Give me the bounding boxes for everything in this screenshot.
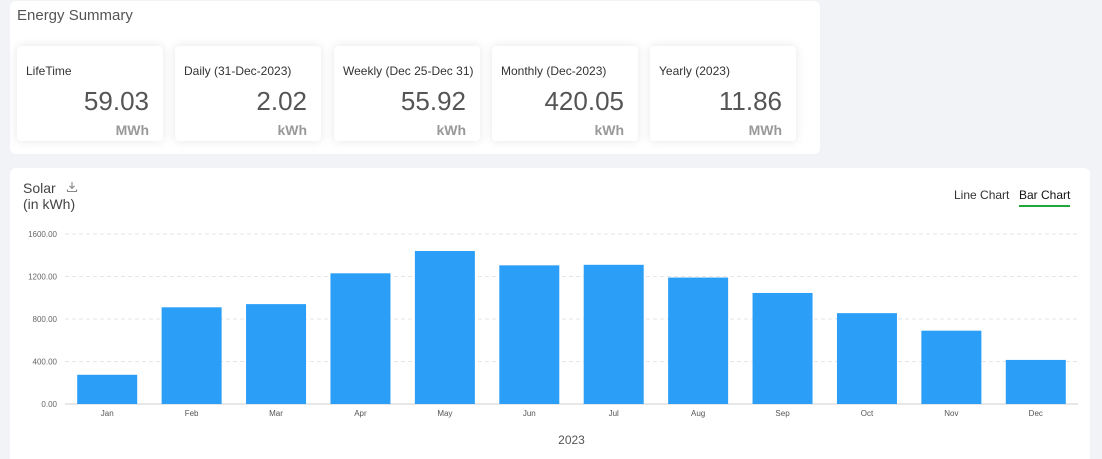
stat-card-monthly: Monthly (Dec-2023) 420.05 kWh <box>492 46 638 141</box>
bar-may <box>414 251 475 404</box>
stat-card-yearly: Yearly (2023) 11.86 MWh <box>650 46 796 141</box>
x-tick-label: Oct <box>861 409 874 418</box>
x-tick-label: Feb <box>185 409 199 418</box>
x-tick-label: Jun <box>523 409 536 418</box>
chart-subtitle: (in kWh) <box>23 196 76 212</box>
stat-value: 2.02 <box>256 86 307 116</box>
bar-sep <box>752 292 813 404</box>
bar-dec <box>1005 359 1066 404</box>
x-tick-label: Jan <box>101 409 114 418</box>
energy-summary-card: Energy Summary LifeTime 59.03 MWh Daily … <box>10 1 820 154</box>
stat-card-lifetime: LifeTime 59.03 MWh <box>17 46 163 141</box>
x-tick-label: Aug <box>691 409 705 418</box>
x-tick-label: Nov <box>944 409 958 418</box>
y-tick-label: 1600.00 <box>28 230 57 239</box>
solar-chart-card: Solar (in kWh) Line Chart Bar Chart 0.00… <box>10 168 1090 459</box>
y-tick-label: 1200.00 <box>28 273 57 282</box>
stat-card-daily: Daily (31-Dec-2023) 2.02 kWh <box>175 46 321 141</box>
stat-value: 11.86 <box>718 86 782 116</box>
line-chart-toggle[interactable]: Line Chart <box>954 188 1010 202</box>
bar-chart-toggle[interactable]: Bar Chart <box>1019 188 1071 207</box>
download-icon[interactable] <box>66 181 78 193</box>
bar-aug <box>668 277 729 404</box>
bar-nov <box>921 330 982 404</box>
stat-unit: kWh <box>436 122 466 138</box>
solar-bar-chart: 0.00 400.00 800.00 1200.00 1600.00 Jan Feb Mar A… <box>28 230 1078 447</box>
stat-unit: MWh <box>748 122 782 138</box>
stat-value: 420.05 <box>544 86 624 116</box>
y-tick-label: 800.00 <box>33 315 58 324</box>
stat-value: 55.92 <box>400 86 466 116</box>
stat-label: Weekly (Dec 25-Dec 31) <box>343 64 474 78</box>
stat-value: 59.03 <box>83 86 149 116</box>
bar-jun <box>499 265 560 404</box>
x-axis-label: 2023 <box>558 433 585 447</box>
x-tick-label: May <box>437 409 452 418</box>
stat-label: Yearly (2023) <box>659 64 730 78</box>
stat-label: LifeTime <box>26 64 72 78</box>
stat-unit: MWh <box>115 122 149 138</box>
x-tick-label: Jul <box>609 409 619 418</box>
stat-label: Monthly (Dec-2023) <box>501 64 607 78</box>
bar-mar <box>246 304 307 404</box>
x-tick-label: Sep <box>775 409 790 418</box>
x-tick-label: Apr <box>354 409 367 418</box>
stat-unit: kWh <box>277 122 307 138</box>
chart-title: Solar <box>23 180 56 196</box>
bar-apr <box>330 273 391 404</box>
stat-unit: kWh <box>594 122 624 138</box>
energy-summary-title: Energy Summary <box>17 7 133 24</box>
x-tick-label: Mar <box>269 409 283 418</box>
stat-label: Daily (31-Dec-2023) <box>184 64 292 78</box>
x-tick-label: Dec <box>1029 409 1043 418</box>
stat-card-weekly: Weekly (Dec 25-Dec 31) 55.92 kWh <box>334 46 480 141</box>
y-tick-label: 0.00 <box>41 400 57 409</box>
bar-feb <box>161 307 222 404</box>
y-tick-label: 400.00 <box>33 358 58 367</box>
bar-oct <box>836 313 897 404</box>
bar-jan <box>77 374 138 404</box>
bar-jul <box>583 264 644 404</box>
